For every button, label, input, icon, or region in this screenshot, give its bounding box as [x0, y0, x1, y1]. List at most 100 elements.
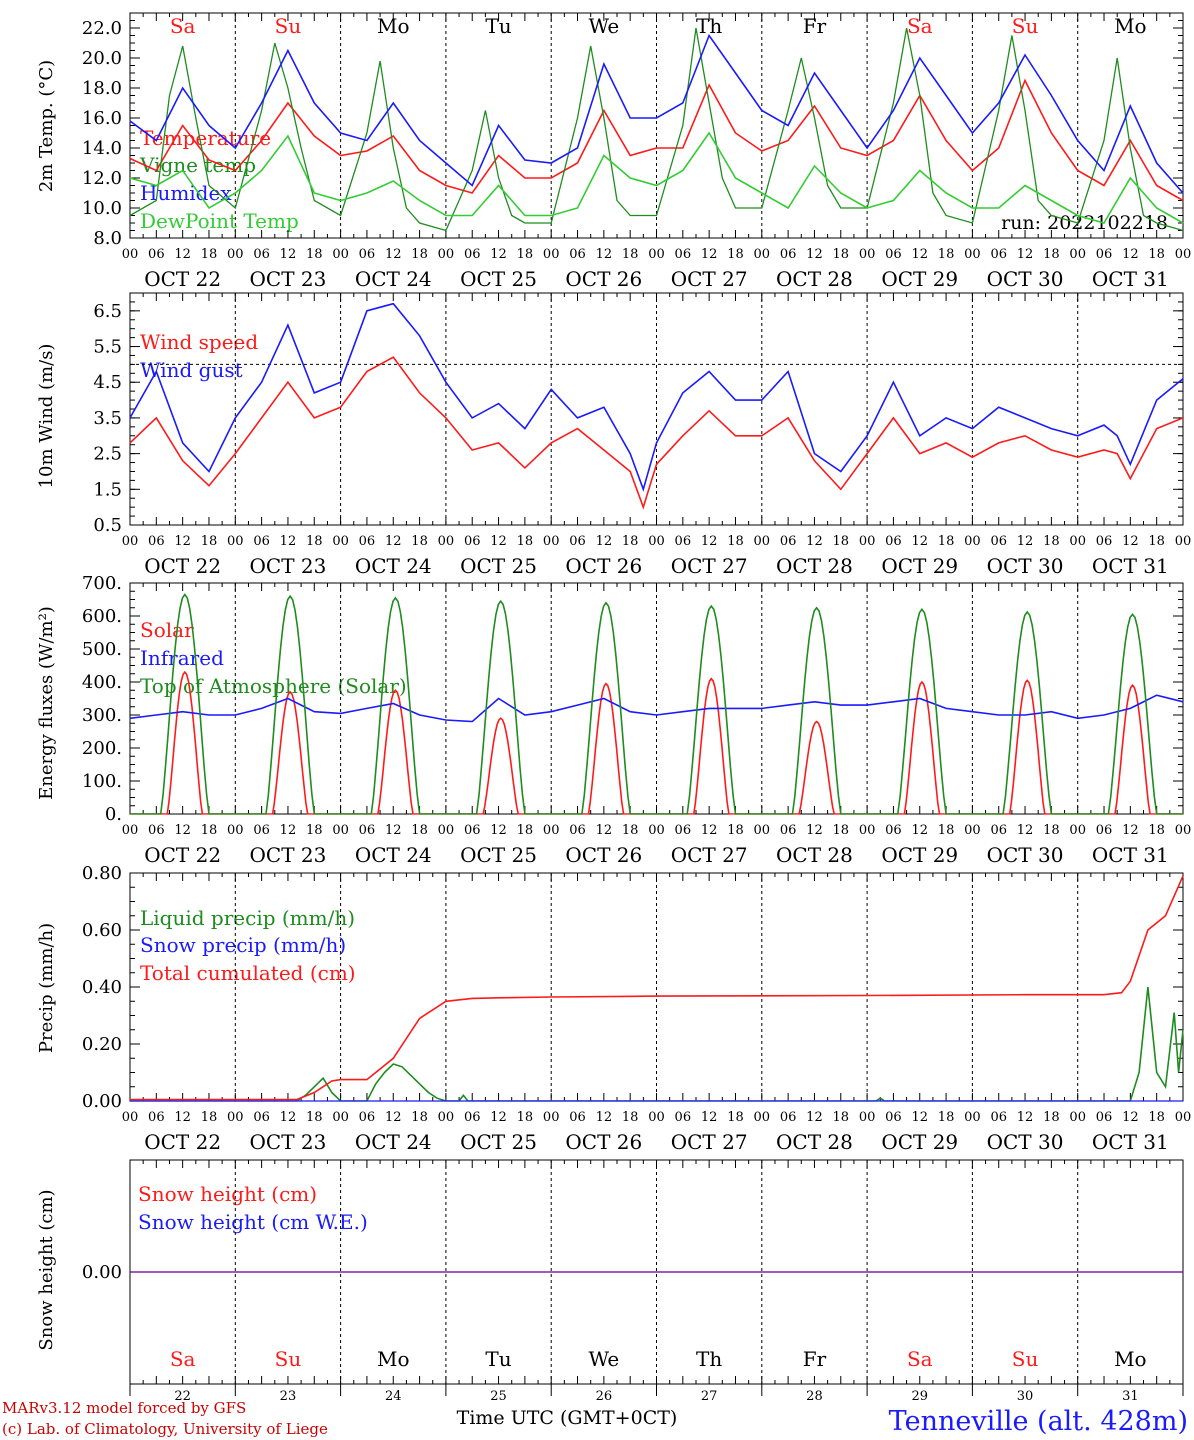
y-tick-label: 300.	[82, 705, 122, 726]
hour-tick-label: 18	[201, 823, 218, 838]
day-number-label: 23	[280, 1389, 297, 1404]
date-label: OCT 31	[1092, 843, 1169, 867]
hour-tick-label: 06	[990, 823, 1007, 838]
hour-tick-label: 06	[885, 1110, 902, 1125]
hour-tick-label: 18	[1043, 823, 1060, 838]
hour-tick-label: 06	[885, 534, 902, 549]
hour-tick-label: 06	[359, 247, 376, 262]
hour-tick-label: 00	[1069, 1110, 1086, 1125]
hour-tick-label: 00	[859, 823, 876, 838]
y-tick-label: 0.00	[82, 1091, 122, 1112]
hour-tick-label: 00	[859, 1110, 876, 1125]
hour-tick-label: 12	[1122, 823, 1139, 838]
y-tick-label: 700.	[82, 573, 122, 594]
hour-tick-label: 12	[806, 1110, 823, 1125]
hour-tick-label: 18	[833, 534, 850, 549]
hour-tick-label: 18	[306, 247, 323, 262]
hour-tick-label: 12	[490, 1110, 507, 1125]
hour-tick-label: 18	[727, 1110, 744, 1125]
hour-tick-label: 18	[517, 247, 534, 262]
day-number-label: 31	[1122, 1389, 1139, 1404]
date-label: OCT 23	[250, 267, 327, 291]
precip-panel: Liquid precip (mm/h) Snow precip (mm/h) …	[36, 872, 1184, 1102]
series-wind-speed	[130, 357, 1183, 507]
date-label: OCT 26	[565, 554, 642, 578]
date-label: OCT 28	[776, 267, 853, 291]
date-label: OCT 24	[355, 843, 432, 867]
hour-tick-label: 12	[596, 247, 613, 262]
date-label: OCT 23	[250, 843, 327, 867]
hour-tick-label: 00	[754, 1110, 771, 1125]
weekday-label: Su	[275, 14, 302, 38]
hour-tick-label: 12	[1017, 534, 1034, 549]
series-temperature	[130, 81, 1183, 201]
hour-tick-label: 00	[754, 823, 771, 838]
hour-tick-label: 18	[833, 1110, 850, 1125]
hour-tick-label: 18	[517, 534, 534, 549]
wind-axis-label: 10m Wind (m/s)	[36, 344, 57, 489]
energy-panel: Solar Infrared Top of Atmosphere (Solar)…	[36, 582, 1184, 815]
weekday-label: Sa	[170, 1347, 196, 1371]
legend-dewpoint-temp: DewPoint Temp	[140, 209, 299, 233]
temperature-panel: Temperature Vigne temp Humidex DewPoint …	[36, 12, 1184, 239]
hour-tick-label: 12	[911, 247, 928, 262]
hour-tick-label: 06	[359, 823, 376, 838]
hour-tick-label: 18	[517, 823, 534, 838]
hour-tick-label: 06	[1096, 823, 1113, 838]
hour-tick-label: 00	[122, 1110, 139, 1125]
weekday-label: Th	[696, 1347, 722, 1371]
hour-tick-label: 12	[1017, 247, 1034, 262]
legend-infrared: Infrared	[140, 646, 224, 670]
y-tick-label: 16.0	[82, 108, 122, 129]
hour-tick-label: 00	[1175, 823, 1192, 838]
hour-tick-label: 06	[1096, 1110, 1113, 1125]
hour-tick-label: 06	[569, 247, 586, 262]
y-tick-label: 6.5	[93, 301, 122, 322]
y-tick-label: 10.0	[82, 198, 122, 219]
hour-tick-label: 06	[885, 823, 902, 838]
hour-tick-label: 18	[201, 534, 218, 549]
hour-tick-label: 18	[938, 1110, 955, 1125]
hour-tick-label: 12	[701, 247, 718, 262]
series-liquid-precip-mm-h-	[130, 987, 1183, 1101]
run-label: run: 2022102218	[1001, 212, 1168, 234]
date-label: OCT 29	[881, 267, 958, 291]
series-wind-gust	[130, 304, 1183, 490]
hour-tick-label: 00	[543, 1110, 560, 1125]
date-label: OCT 29	[881, 843, 958, 867]
hour-tick-label: 18	[727, 247, 744, 262]
hour-tick-label: 00	[227, 823, 244, 838]
date-label: OCT 25	[460, 1130, 537, 1154]
hour-tick-label: 00	[227, 534, 244, 549]
date-label: OCT 28	[776, 843, 853, 867]
date-label: OCT 30	[987, 1130, 1064, 1154]
date-label: OCT 23	[250, 1130, 327, 1154]
hour-tick-label: 18	[306, 534, 323, 549]
hour-tick-label: 12	[596, 823, 613, 838]
weekday-label: Th	[696, 14, 722, 38]
day-number-label: 26	[596, 1389, 613, 1404]
hour-tick-label: 12	[490, 823, 507, 838]
weekday-label: Su	[1012, 1347, 1039, 1371]
hour-tick-label: 18	[622, 823, 639, 838]
y-tick-label: 14.0	[82, 138, 122, 159]
hour-tick-label: 00	[1175, 1110, 1192, 1125]
hour-tick-label: 06	[253, 1110, 270, 1125]
hour-tick-label: 18	[622, 247, 639, 262]
weekday-label: Mo	[377, 1347, 410, 1371]
hour-tick-label: 12	[280, 247, 297, 262]
hour-tick-label: 00	[332, 1110, 349, 1125]
y-tick-label: 0.00	[82, 1262, 122, 1283]
hour-tick-label: 12	[174, 534, 191, 549]
hour-tick-label: 06	[885, 247, 902, 262]
hour-tick-label: 06	[569, 823, 586, 838]
hour-tick-label: 12	[911, 1110, 928, 1125]
date-label: OCT 27	[671, 1130, 748, 1154]
hour-tick-label: 00	[332, 534, 349, 549]
weekday-label: Sa	[907, 14, 933, 38]
y-tick-label: 0.20	[82, 1034, 122, 1055]
date-label: OCT 24	[355, 554, 432, 578]
temperature-plot-frame	[129, 12, 1184, 239]
temperature-axis-label: 2m Temp. (°C)	[36, 60, 57, 192]
y-tick-label: 0.80	[82, 863, 122, 884]
